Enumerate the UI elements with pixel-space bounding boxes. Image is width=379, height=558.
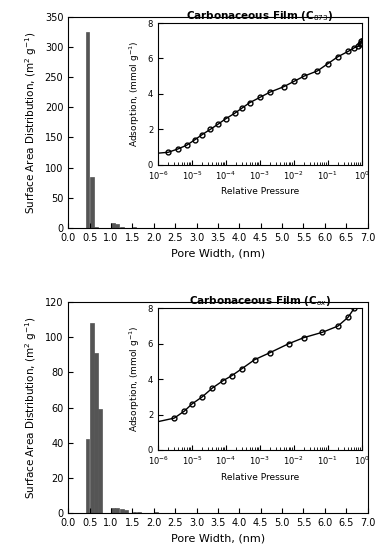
Y-axis label: Surface Area Distribution, (m$^{2}$ g$^{-1}$): Surface Area Distribution, (m$^{2}$ g$^{… xyxy=(23,31,39,214)
Bar xyxy=(116,508,119,513)
Bar xyxy=(133,512,136,513)
Bar xyxy=(94,353,98,513)
Bar xyxy=(124,510,128,513)
X-axis label: Pore Width, (nm): Pore Width, (nm) xyxy=(171,248,265,258)
Bar xyxy=(86,439,89,513)
Y-axis label: Surface Area Distribution, (m$^{2}$ g$^{-1}$): Surface Area Distribution, (m$^{2}$ g$^{… xyxy=(23,316,39,499)
Bar xyxy=(116,224,119,228)
Bar xyxy=(120,509,124,513)
Bar xyxy=(90,323,94,513)
Bar xyxy=(94,227,98,228)
Bar xyxy=(154,512,158,513)
Bar xyxy=(86,32,89,228)
X-axis label: Pore Width, (nm): Pore Width, (nm) xyxy=(171,534,265,544)
Bar xyxy=(111,508,115,513)
Bar xyxy=(137,512,141,513)
Bar xyxy=(99,410,102,513)
Bar xyxy=(90,177,94,228)
Bar xyxy=(111,223,115,228)
